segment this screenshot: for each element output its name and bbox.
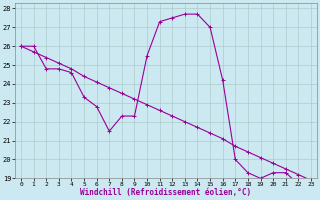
X-axis label: Windchill (Refroidissement éolien,°C): Windchill (Refroidissement éolien,°C)	[80, 188, 252, 197]
